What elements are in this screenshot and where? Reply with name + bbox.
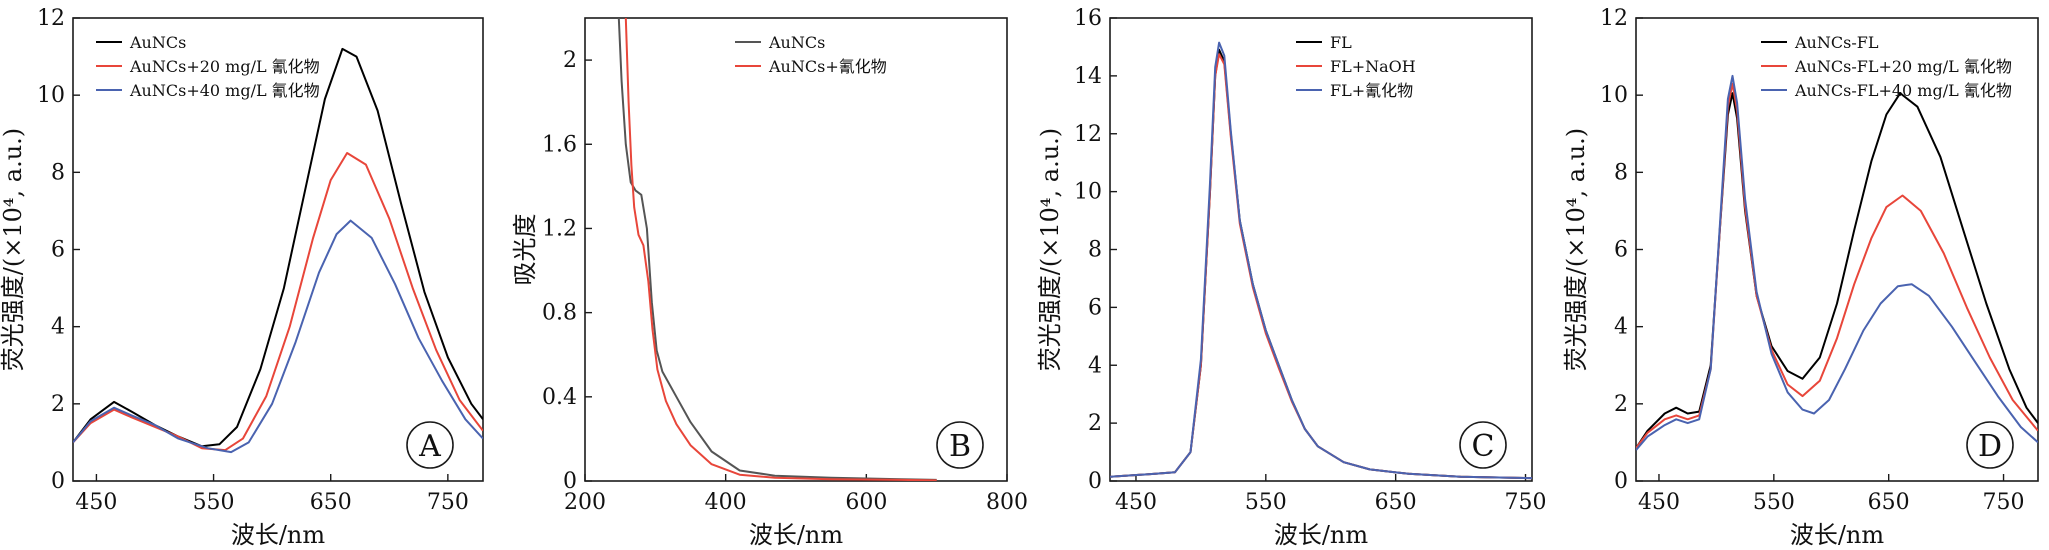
chart-panel-a: 0 2 4 6 8 10 12 450 550 650 750 波长/nm 荧光强度/(×10⁴, a.… <box>0 6 484 549</box>
x-tick-label: 650 <box>1375 490 1417 515</box>
x-tick-label: 750 <box>1983 490 2025 515</box>
chart-panel-b: 0 0.4 0.8 1.2 1.6 2 200 400 600 800 波长/nm 吸光度 AuNCs A… <box>511 17 1028 549</box>
panel-letter-circle <box>1966 421 2014 469</box>
y-tick-label: 2 <box>51 392 65 417</box>
y-tick-label: 4 <box>1614 315 1628 340</box>
legend-label: AuNCs+40 mg/L 氰化物 <box>129 81 320 100</box>
panel-letter: D <box>1978 429 2002 464</box>
series-line-2 <box>1636 74 2038 451</box>
y-tick-label: 10 <box>1074 180 1102 205</box>
y-tick-label: 1.2 <box>542 216 577 241</box>
y-tick-label: 16 <box>1074 6 1102 31</box>
series-line-2 <box>1110 41 1532 480</box>
plot-frame <box>584 17 1008 482</box>
x-tick-label: 750 <box>1505 490 1547 515</box>
series-line-0 <box>1110 48 1532 480</box>
series-line-0 <box>1636 92 2038 449</box>
x-axis-label: 波长/nm <box>1790 521 1885 549</box>
y-tick-label: 14 <box>1074 64 1102 89</box>
legend-label: AuNCs <box>129 33 186 52</box>
chart-panel-d: 0 2 4 6 8 10 12 450 550 650 750 波长/nm 荧光强度/(×10⁴, a.… <box>1562 6 2039 549</box>
chart-panel-c: 0 2 4 6 8 10 12 14 16 450 550 650 750 波长/nm 荧光强度/(×10⁴… <box>1036 6 1547 549</box>
y-tick-label: 2 <box>1614 392 1628 417</box>
y-tick-label: 10 <box>37 83 65 108</box>
panel-letter: B <box>949 429 971 464</box>
x-tick-label: 450 <box>75 490 117 515</box>
y-tick-label: 1.6 <box>542 132 577 157</box>
panel-letter: C <box>1472 429 1495 464</box>
x-tick-label: 400 <box>705 490 747 515</box>
series-line-0 <box>617 18 937 481</box>
y-tick-label: 0 <box>51 469 65 494</box>
legend-label: AuNCs+氰化物 <box>768 57 887 76</box>
y-tick-label: 2 <box>1088 411 1102 436</box>
y-tick-label: 12 <box>1600 6 1628 31</box>
panel-letter-circle <box>406 421 454 469</box>
y-axis-label: 吸光度 <box>511 214 539 286</box>
x-tick-label: 750 <box>427 490 469 515</box>
series-line-1 <box>1110 53 1532 480</box>
series-line-1 <box>73 152 483 452</box>
x-tick-label: 650 <box>310 490 352 515</box>
x-tick-label: 200 <box>564 490 606 515</box>
legend-label: AuNCs-FL+40 mg/L 氰化物 <box>1794 81 2012 100</box>
legend-label: AuNCs <box>768 33 825 52</box>
y-tick-label: 8 <box>1088 238 1102 263</box>
y-tick-label: 8 <box>1614 160 1628 185</box>
x-axis-label: 波长/nm <box>749 521 844 549</box>
x-axis-label: 波长/nm <box>231 521 326 549</box>
y-tick-label: 12 <box>1074 122 1102 147</box>
x-tick-label: 550 <box>1753 490 1795 515</box>
x-tick-label: 650 <box>1868 490 1910 515</box>
panel-letter-circle <box>936 421 984 469</box>
y-tick-label: 8 <box>51 160 65 185</box>
x-tick-label: 450 <box>1115 490 1157 515</box>
legend-label: FL+NaOH <box>1330 57 1416 76</box>
y-tick-label: 6 <box>51 238 65 263</box>
y-tick-label: 10 <box>1600 83 1628 108</box>
y-tick-label: 0 <box>1088 469 1102 494</box>
x-tick-label: 800 <box>986 490 1028 515</box>
legend-label: FL <box>1330 33 1352 52</box>
legend-label: FL+氰化物 <box>1330 81 1413 100</box>
series-line-0 <box>73 47 483 448</box>
y-tick-label: 0 <box>563 469 577 494</box>
legend-label: AuNCs-FL+20 mg/L 氰化物 <box>1794 57 2012 76</box>
y-axis-label: 荧光强度/(×10⁴, a.u.) <box>1562 128 1590 371</box>
y-tick-label: 6 <box>1614 238 1628 263</box>
y-tick-label: 12 <box>37 6 65 31</box>
x-tick-label: 600 <box>845 490 887 515</box>
x-axis-label: 波长/nm <box>1274 521 1369 549</box>
y-axis-label: 荧光强度/(×10⁴, a.u.) <box>0 128 27 371</box>
y-tick-label: 0.8 <box>542 301 577 326</box>
plot-frame <box>1109 17 1533 482</box>
y-tick-label: 4 <box>1088 353 1102 378</box>
x-tick-label: 450 <box>1638 490 1680 515</box>
y-tick-label: 0.4 <box>542 385 577 410</box>
x-tick-label: 550 <box>1245 490 1287 515</box>
legend-label: AuNCs+20 mg/L 氰化物 <box>129 57 320 76</box>
legend-label: AuNCs-FL <box>1794 33 1879 52</box>
y-tick-label: 6 <box>1088 295 1102 320</box>
panel-letter: A <box>418 429 441 464</box>
y-tick-label: 0 <box>1614 469 1628 494</box>
series-line-1 <box>1636 82 2038 449</box>
series-line-2 <box>73 219 483 454</box>
y-tick-label: 2 <box>563 48 577 73</box>
y-tick-label: 4 <box>51 315 65 340</box>
series-line-1 <box>624 18 937 481</box>
y-axis-label: 荧光强度/(×10⁴, a.u.) <box>1036 128 1064 371</box>
x-tick-label: 550 <box>193 490 235 515</box>
panel-letter-circle <box>1459 421 1507 469</box>
